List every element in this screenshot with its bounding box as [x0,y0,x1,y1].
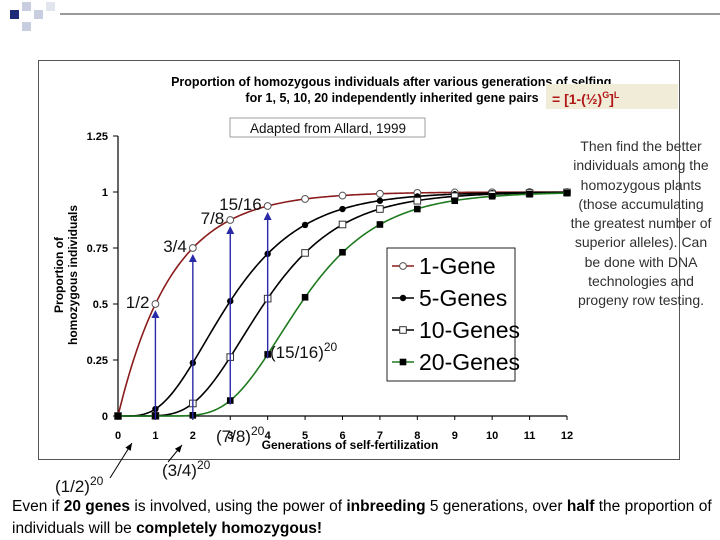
data-point [563,189,571,197]
subtitle-box [229,117,426,138]
x-tick-label: 9 [452,430,458,442]
data-point [151,300,160,308]
fraction-label: 15/16 [219,195,262,214]
power-pointer-head [125,443,132,451]
data-point [376,197,384,204]
power-label: (7/8)20 [216,424,265,446]
y-tick-label: 0 [102,411,108,423]
arrow-head [151,310,160,318]
x-tick-label: 3 [227,430,233,442]
data-point [414,205,421,213]
x-tick-label: 12 [561,430,573,442]
power-pointer-head [174,445,182,453]
side-note: Then find the better individuals among t… [570,138,712,309]
data-point [339,248,346,256]
bottom-caption: Even if 20 genes is involved, using the … [12,498,712,537]
header-rule [60,13,720,15]
data-point [399,294,407,302]
data-point [188,244,197,252]
x-tick-label: 1 [152,430,158,442]
data-point [488,192,496,200]
corner-decoration [0,0,60,40]
y-tick-label: 1.25 [87,131,108,143]
data-point [301,221,309,229]
chart-title-line1: Proportion of homozygous individuals aft… [171,75,615,89]
data-point [114,412,122,420]
x-tick-label: 5 [302,430,308,442]
data-point [376,221,384,228]
x-tick-label: 2 [190,430,196,442]
fraction-label: 3/4 [163,237,187,256]
data-point [338,191,347,200]
data-point [338,220,347,229]
y-axis-label-line2: homozygous individuals [66,205,80,345]
legend-label: 1-Gene [419,253,496,279]
data-point [451,197,459,205]
data-point [301,293,309,301]
x-tick-label: 0 [115,430,121,442]
x-axis-label: Generations of self-fertilization [262,438,439,452]
x-tick-label: 8 [414,430,420,442]
y-tick-label: 0.5 [93,299,108,311]
data-point [263,202,272,210]
fraction-label: 7/8 [201,209,225,228]
formula: = [1-(½)G]L [552,90,620,107]
fraction-label: 1/2 [126,293,150,312]
chart-title-line2: for 1, 5, 10, 20 independently inherited… [245,91,538,105]
y-tick-label: 1 [102,187,108,199]
data-point [526,190,533,198]
legend-label: 5-Genes [419,285,507,311]
data-point [301,249,309,257]
arrow-head [263,212,272,220]
data-point [399,326,407,334]
power-label: (15/16)20 [270,340,338,362]
data-point [301,195,309,203]
data-point [339,205,346,213]
chart-subtitle: Adapted from Allard, 1999 [250,121,406,136]
x-tick-label: 11 [524,430,536,442]
x-tick-label: 6 [339,430,345,442]
annotation-layer: 1/2 3/4 7/815/16 (1/2)20 (3/4)20(7/8)20 (15/1… [55,195,338,496]
arrow-layer [151,212,272,420]
data-point [376,205,384,213]
x-tick-label: 4 [265,430,272,442]
data-point [226,216,235,224]
legend: 1-Gene 5-Genes 10-Genes 20-Genes [386,247,520,382]
data-point [413,196,422,205]
data-point [399,262,407,270]
arrow-head [226,226,235,234]
y-axis-label-line1: Proportion of [52,236,66,313]
legend-box [386,247,516,382]
power-label: (1/2)20 [55,474,104,496]
data-point [376,189,384,198]
formula-box [546,84,678,109]
legend-label: 10-Genes [419,317,520,343]
x-tick-label: 10 [486,430,498,442]
legend-label: 20-Genes [419,349,520,375]
arrow-head [188,254,197,262]
data-point [399,358,407,366]
power-label: (3/4)20 [162,458,211,480]
x-tick-label: 7 [377,430,383,442]
y-tick-label: 0.25 [87,355,108,367]
y-tick-label: 0.75 [87,243,108,255]
